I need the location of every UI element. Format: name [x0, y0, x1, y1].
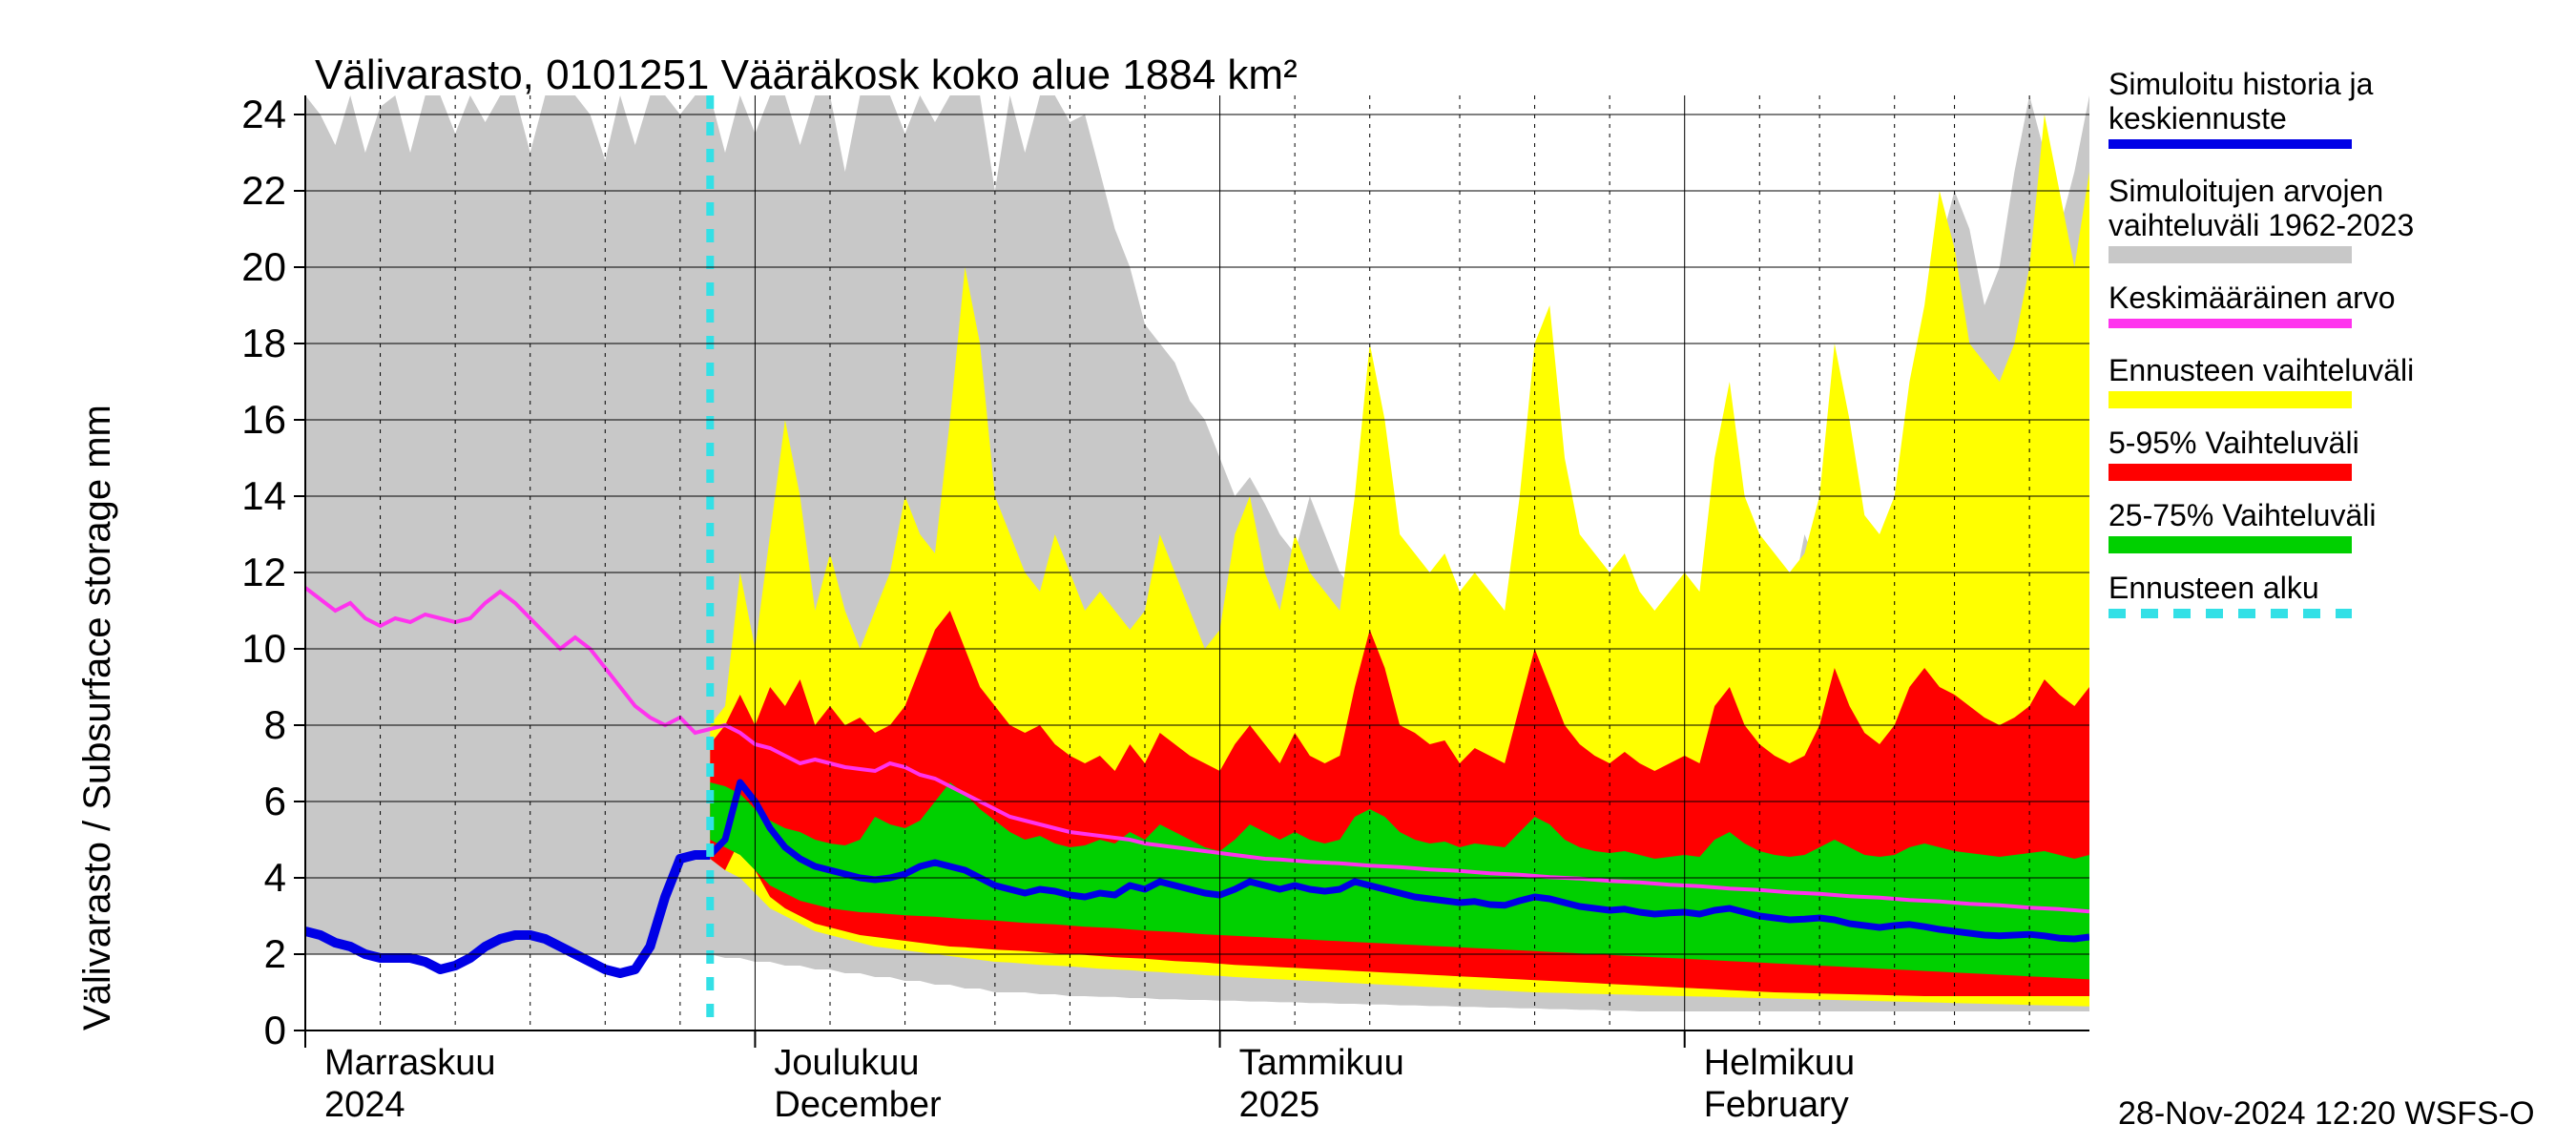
svg-text:22: 22 — [241, 168, 286, 213]
svg-text:24: 24 — [241, 92, 286, 136]
svg-text:20: 20 — [241, 244, 286, 289]
svg-text:4: 4 — [264, 855, 286, 900]
legend-label: Keskimääräinen arvo — [2109, 281, 2396, 316]
svg-text:Joulukuu: Joulukuu — [774, 1043, 919, 1083]
legend-swatch — [2109, 536, 2352, 553]
svg-text:February: February — [1704, 1085, 1849, 1125]
legend-label: Ennusteen alku — [2109, 571, 2319, 606]
svg-text:18: 18 — [241, 321, 286, 365]
legend-label: Ennusteen vaihteluväli — [2109, 353, 2414, 388]
svg-text:10: 10 — [241, 626, 286, 671]
legend-swatch — [2109, 139, 2352, 149]
svg-text:12: 12 — [241, 550, 286, 594]
svg-text:16: 16 — [241, 397, 286, 442]
chart-container: Välivarasto, 0101251 Vääräkosk koko alue… — [0, 0, 2576, 1145]
legend-label: vaihteluväli 1962-2023 — [2109, 208, 2414, 243]
legend-label: Simuloitujen arvojen — [2109, 174, 2383, 209]
svg-text:14: 14 — [241, 473, 286, 518]
legend-swatch — [2109, 609, 2352, 618]
svg-text:8: 8 — [264, 702, 286, 747]
svg-text:2: 2 — [264, 931, 286, 976]
legend-swatch — [2109, 464, 2352, 481]
svg-text:2025: 2025 — [1239, 1085, 1320, 1125]
svg-text:Tammikuu: Tammikuu — [1239, 1043, 1404, 1083]
svg-text:6: 6 — [264, 779, 286, 823]
svg-text:Helmikuu: Helmikuu — [1704, 1043, 1855, 1083]
legend-swatch — [2109, 246, 2352, 263]
legend-label: keskiennuste — [2109, 101, 2287, 136]
svg-text:December: December — [774, 1085, 942, 1125]
svg-text:Marraskuu: Marraskuu — [324, 1043, 496, 1083]
svg-text:0: 0 — [264, 1008, 286, 1052]
svg-text:2024: 2024 — [324, 1085, 405, 1125]
legend-label: 5-95% Vaihteluväli — [2109, 426, 2359, 461]
legend-label: Simuloitu historia ja — [2109, 67, 2373, 102]
legend-swatch — [2109, 319, 2352, 328]
footer-timestamp: 28-Nov-2024 12:20 WSFS-O — [2118, 1095, 2535, 1133]
legend-label: 25-75% Vaihteluväli — [2109, 498, 2376, 533]
legend-swatch — [2109, 391, 2352, 408]
